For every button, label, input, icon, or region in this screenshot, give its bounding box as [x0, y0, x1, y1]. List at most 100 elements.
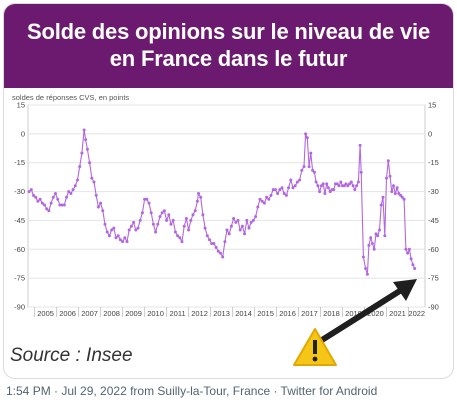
data-point	[395, 186, 399, 190]
data-point	[165, 218, 169, 222]
data-point	[223, 240, 227, 244]
data-point	[364, 267, 368, 270]
data-point	[256, 205, 260, 209]
data-point	[189, 218, 193, 222]
data-point	[402, 197, 406, 201]
data-point	[400, 195, 404, 199]
data-point	[358, 143, 362, 147]
tweet-metadata[interactable]: 1:54 PM · Jul 29, 2022 from Suilly-la-To…	[6, 384, 378, 398]
data-point	[154, 230, 158, 234]
data-point	[245, 218, 249, 222]
plot-background	[27, 104, 426, 308]
data-point	[29, 188, 33, 192]
data-point	[247, 226, 251, 230]
data-point	[36, 199, 40, 203]
source-label: Source : Insee	[10, 345, 133, 366]
data-point	[103, 222, 107, 226]
data-point	[271, 188, 275, 192]
y-tick-label-right: -90	[428, 303, 439, 312]
data-point	[383, 234, 387, 238]
grid-lines	[28, 104, 425, 308]
data-point	[284, 193, 288, 197]
data-point	[225, 228, 229, 232]
data-point	[344, 182, 348, 186]
data-point	[62, 203, 66, 207]
data-point	[300, 168, 304, 172]
x-tick-label: 2006	[59, 309, 76, 318]
data-point	[295, 180, 299, 184]
y-axis-label: soldes de réponses CVS, en points	[12, 93, 129, 102]
data-point	[367, 243, 371, 247]
data-point	[162, 209, 166, 213]
data-point	[240, 224, 244, 228]
x-tick-label: 2012	[191, 309, 208, 318]
data-point	[132, 220, 136, 224]
data-point	[298, 178, 302, 182]
data-point	[112, 226, 116, 230]
chart-area: soldes de réponses CVS, en points 15 15 0 0…	[8, 90, 449, 335]
data-point	[78, 165, 82, 169]
data-point	[273, 188, 277, 192]
data-point	[71, 188, 75, 192]
data-point	[379, 203, 383, 207]
data-point	[27, 190, 31, 194]
data-point	[123, 236, 127, 240]
data-point	[143, 197, 147, 201]
x-tick-label: 2020	[367, 309, 384, 318]
data-point	[325, 182, 329, 186]
data-point	[397, 192, 401, 195]
x-tick-label: 2009	[125, 309, 142, 318]
data-point	[221, 255, 225, 259]
data-point	[45, 207, 49, 211]
data-point	[293, 184, 297, 188]
data-point	[404, 247, 408, 251]
data-point	[145, 197, 149, 201]
data-point	[304, 132, 308, 136]
data-point	[114, 236, 118, 240]
y-tick-label-right: -45	[428, 216, 439, 225]
data-point	[390, 190, 394, 194]
data-point	[287, 186, 291, 190]
data-point	[208, 238, 211, 242]
data-point	[149, 211, 153, 215]
y-tick-label-left: 0	[21, 129, 25, 138]
data-point	[319, 184, 323, 188]
y-tick-label-left: -75	[14, 274, 25, 283]
tweet-image-card[interactable]: Solde des opinions sur le niveau de vie …	[3, 3, 454, 379]
data-point	[312, 170, 316, 174]
data-point	[99, 201, 103, 205]
x-tick-label: 2008	[103, 309, 120, 318]
data-point	[54, 192, 57, 195]
data-point	[392, 184, 395, 188]
data-point	[258, 197, 262, 201]
data-point	[262, 201, 266, 205]
data-point	[365, 272, 369, 276]
line-chart: soldes de réponses CVS, en points 15 15 0 0…	[12, 93, 439, 318]
data-point	[127, 228, 131, 232]
data-point	[265, 195, 269, 199]
x-tick-label: 2022	[408, 309, 425, 318]
data-point	[238, 228, 242, 232]
data-point	[321, 182, 325, 186]
data-point	[388, 174, 392, 178]
data-point	[184, 217, 188, 220]
data-point	[376, 234, 380, 238]
data-point	[356, 180, 360, 184]
data-point	[251, 218, 255, 222]
y-tick-label-left: 15	[17, 101, 25, 110]
data-point	[307, 165, 311, 169]
data-point	[370, 242, 374, 245]
data-point	[136, 226, 140, 230]
data-point	[201, 213, 205, 217]
data-point	[219, 251, 222, 255]
data-point	[229, 224, 233, 228]
data-point	[305, 136, 309, 140]
data-point	[47, 209, 51, 213]
data-point	[318, 190, 322, 194]
data-point	[191, 213, 195, 217]
data-point	[156, 222, 160, 226]
title-banner: Solde des opinions sur le niveau de vie …	[4, 4, 453, 88]
data-point	[249, 220, 253, 224]
data-point	[197, 192, 200, 195]
data-point	[178, 236, 182, 240]
